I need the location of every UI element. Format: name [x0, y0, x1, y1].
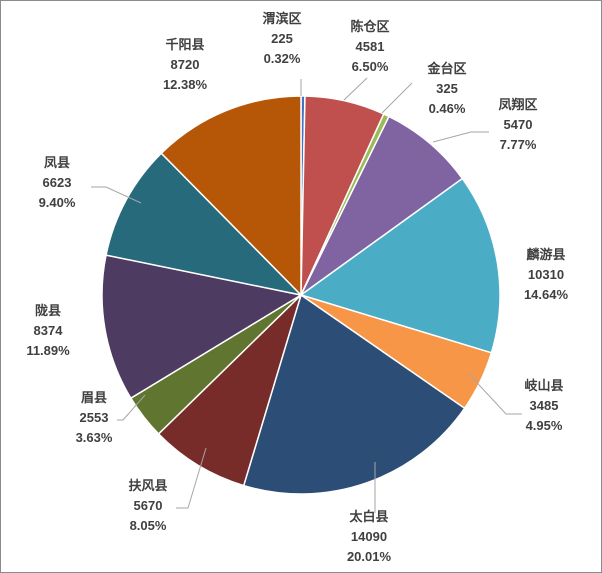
slice-percent-label: 11.89%	[26, 343, 70, 358]
slice-value-label: 6623	[43, 175, 72, 190]
pie-slice	[160, 95, 302, 297]
slice-value-label: 2553	[80, 410, 109, 425]
pie-slice	[299, 177, 501, 354]
slice-value-label: 8374	[34, 323, 64, 338]
slice-value-label: 4581	[356, 39, 385, 54]
slice-name-label: 金台区	[426, 61, 466, 76]
slice-value-label: 225	[271, 31, 293, 46]
slice-name-label: 千阳县	[165, 37, 204, 52]
pie-slice	[105, 152, 304, 297]
slice-name-label: 陈仓区	[350, 19, 389, 34]
slice-percent-label: 14.64%	[524, 287, 569, 302]
slice-percent-label: 0.32%	[264, 51, 301, 66]
data-label: 金台区 325 0.46%	[426, 61, 466, 116]
slice-name-label: 太白县	[348, 509, 388, 524]
slice-name-label: 岐山县	[524, 378, 563, 393]
slice-value-label: 3485	[530, 398, 559, 413]
slice-name-label: 陇县	[35, 303, 61, 318]
leader-line	[381, 82, 413, 114]
slice-name-label: 凤翔区	[498, 97, 537, 112]
pie-slice	[242, 293, 466, 495]
slice-percent-label: 20.01%	[347, 549, 392, 564]
data-label: 凤县 6623 9.40%	[39, 155, 76, 210]
slice-name-label: 凤县	[44, 155, 70, 170]
slice-name-label: 麟游县	[526, 247, 565, 262]
slice-value-label: 10310	[528, 267, 564, 282]
pie-slice	[300, 115, 464, 296]
leader-line	[343, 77, 368, 101]
slice-name-label: 扶风县	[128, 478, 167, 493]
pie-slice	[157, 292, 303, 487]
slice-percent-label: 4.95%	[526, 418, 563, 433]
leader-line	[176, 447, 207, 509]
slice-percent-label: 7.77%	[500, 137, 537, 152]
slice-percent-label: 9.40%	[39, 195, 76, 210]
slice-percent-label: 0.46%	[429, 101, 466, 116]
data-label: 凤翔区 5470 7.77%	[498, 97, 537, 152]
data-label: 岐山县 3485 4.95%	[524, 378, 563, 433]
leader-line	[432, 131, 489, 143]
leader-line	[467, 372, 522, 415]
slice-name-label: 眉县	[81, 390, 107, 405]
data-label: 太白县 14090 20.01%	[347, 509, 392, 564]
leader-line	[117, 394, 146, 421]
data-label: 陇县 8374 11.89%	[26, 303, 70, 358]
slice-percent-label: 8.05%	[130, 518, 167, 533]
slice-percent-label: 3.63%	[76, 430, 113, 445]
slice-name-label: 渭滨区	[262, 11, 301, 26]
pie-slice	[101, 254, 304, 400]
slice-percent-label: 6.50%	[352, 59, 389, 74]
data-label: 渭滨区 225 0.32%	[262, 11, 301, 66]
data-label: 麟游县 10310 14.64%	[524, 247, 569, 302]
slice-value-label: 5470	[504, 117, 533, 132]
data-label: 眉县 2553 3.63%	[76, 390, 113, 445]
data-label: 陈仓区 4581 6.50%	[350, 19, 389, 74]
slice-value-label: 14090	[351, 529, 387, 544]
leader-line	[91, 186, 142, 204]
data-label: 千阳县 8720 12.38%	[163, 37, 208, 92]
slice-value-label: 5670	[134, 498, 163, 513]
slice-value-label: 8720	[171, 57, 200, 72]
slice-percent-label: 12.38%	[163, 77, 208, 92]
data-label: 扶风县 5670 8.05%	[128, 478, 167, 533]
slice-value-label: 325	[436, 81, 458, 96]
